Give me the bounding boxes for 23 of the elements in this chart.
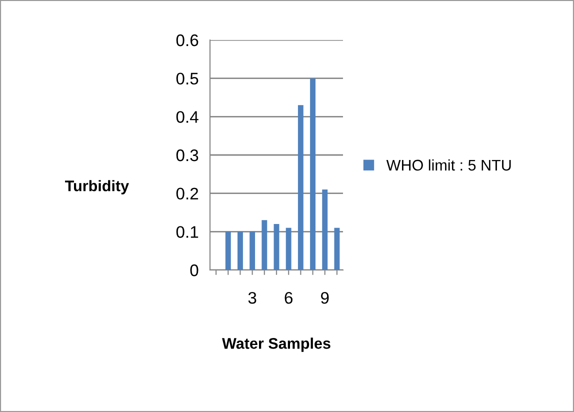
x-tick-label: 3: [248, 292, 256, 304]
y-tick-label: 0.1: [176, 226, 198, 238]
y-tick-label: 0.6: [176, 34, 198, 46]
bar: [322, 190, 328, 270]
bar: [238, 232, 243, 270]
bar: [225, 232, 231, 270]
bar: [298, 105, 304, 270]
x-tick-label: 6: [284, 292, 292, 304]
bar: [274, 224, 280, 270]
legend-label: WHO limit : 5 NTU: [386, 159, 511, 171]
bar: [262, 220, 268, 270]
bar: [286, 228, 292, 270]
y-tick-label: 0.5: [176, 72, 198, 85]
y-tick-label: 0.2: [176, 188, 198, 200]
y-tick-label: 0.4: [176, 111, 198, 123]
y-tick-label: 0: [190, 264, 198, 276]
y-tick-label: 0.3: [176, 149, 198, 162]
x-tick-label: 9: [321, 292, 329, 304]
y-axis-title: Turbidity: [65, 180, 129, 194]
bar: [310, 78, 316, 270]
x-axis-title: Water Samples: [222, 338, 330, 352]
bar: [250, 232, 256, 270]
bar: [334, 228, 340, 270]
